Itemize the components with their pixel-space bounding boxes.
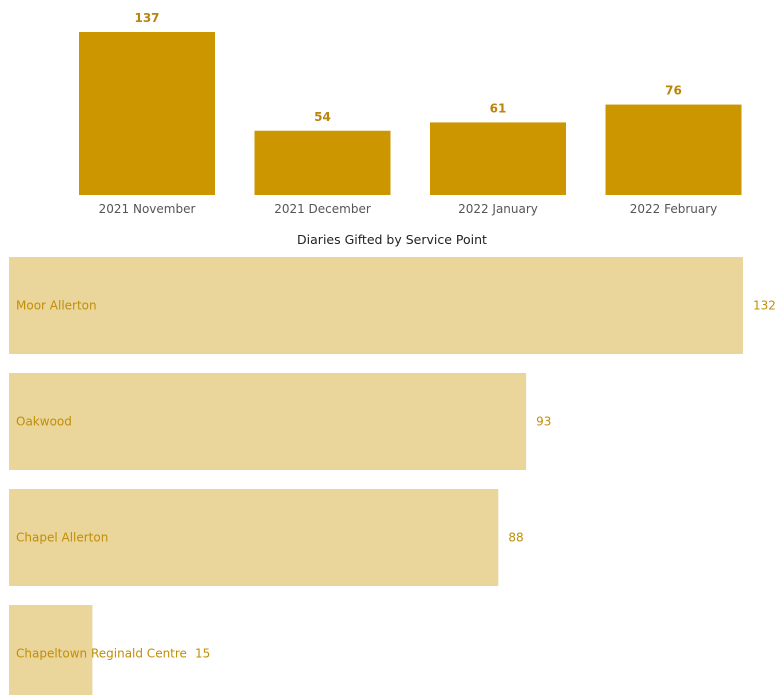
- month-tick-label: 2021 December: [274, 202, 371, 216]
- service-point-value: 88: [508, 531, 523, 545]
- month-bar-value: 137: [134, 11, 159, 25]
- month-bar: [79, 32, 215, 195]
- service-point-value: 15: [195, 647, 210, 661]
- service-point-value: 132: [753, 299, 776, 313]
- service-point-label: Oakwood: [16, 415, 72, 429]
- month-bar: [605, 104, 742, 195]
- month-bar-value: 61: [490, 101, 507, 115]
- service-point-chart: Moor Allerton 132 Oakwood 93 Chapel Allerton…: [9, 257, 776, 695]
- month-bar-value: 54: [314, 110, 331, 124]
- service-point-bar: [9, 257, 743, 354]
- service-point-label: Chapel Allerton: [16, 531, 108, 545]
- month-tick-label: 2022 January: [458, 202, 538, 216]
- service-point-chart-title: Diaries Gifted by Service Point: [297, 232, 487, 247]
- service-point-label: Chapeltown Reginald Centre: [16, 647, 187, 661]
- service-point-value: 93: [536, 415, 551, 429]
- month-tick-label: 2022 February: [630, 202, 718, 216]
- month-bar-value: 76: [665, 84, 682, 98]
- service-point-bar: [9, 489, 499, 586]
- service-point-bar: [9, 605, 93, 695]
- month-tick-label: 2021 November: [99, 202, 196, 216]
- month-bar: [254, 130, 391, 195]
- monthly-diaries-chart: 137 2021 November 54 2021 December 61 2022 Ja…: [79, 11, 742, 216]
- month-bar: [430, 122, 566, 195]
- service-point-bar: [9, 373, 527, 470]
- service-point-label: Moor Allerton: [16, 299, 97, 313]
